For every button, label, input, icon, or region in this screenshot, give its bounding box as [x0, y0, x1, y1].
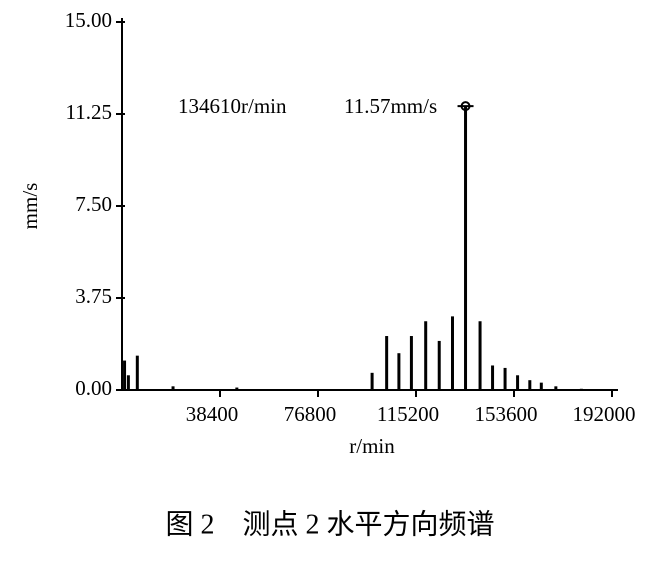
y-tick-label: 3.75	[75, 284, 112, 308]
annotation: 134610r/min	[178, 94, 287, 118]
y-tick-label: 11.25	[66, 100, 112, 124]
x-axis-label: r/min	[349, 434, 395, 458]
x-tick-label: 153600	[475, 402, 538, 426]
x-tick-label: 115200	[377, 402, 439, 426]
y-tick-label: 15.00	[65, 8, 112, 32]
y-tick-label: 7.50	[75, 192, 112, 216]
caption: 图 2 测点 2 水平方向频谱	[165, 508, 494, 540]
x-tick-label: 192000	[573, 402, 636, 426]
annotation: 11.57mm/s	[344, 94, 437, 118]
x-tick-label: 76800	[284, 402, 337, 426]
x-tick-label: 38400	[186, 402, 239, 426]
y-tick-label: 0.00	[75, 376, 112, 400]
y-axis-label: mm/s	[18, 183, 42, 230]
